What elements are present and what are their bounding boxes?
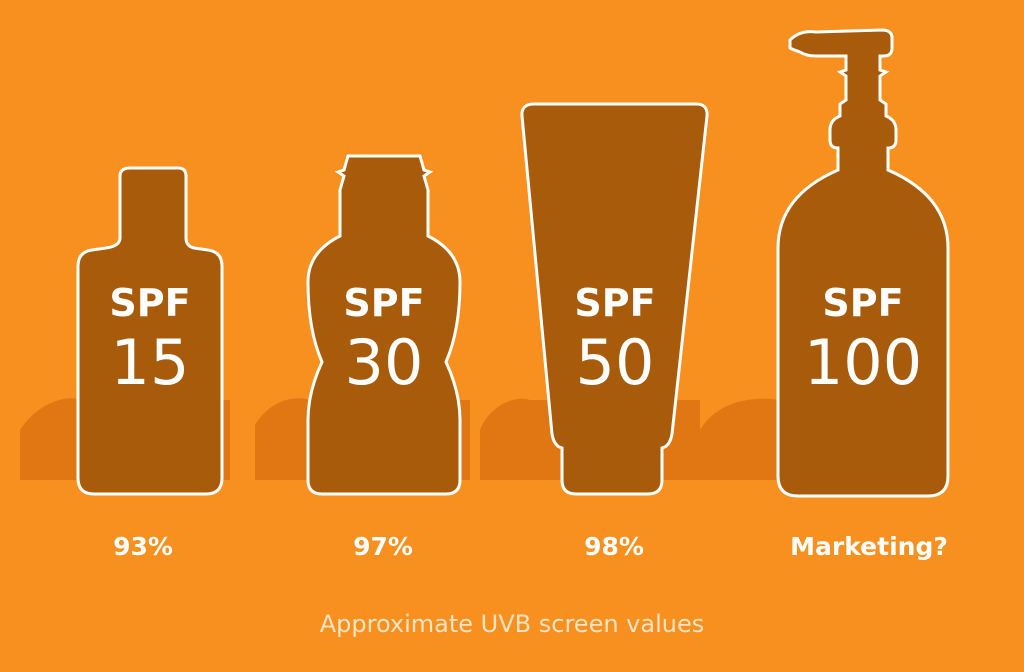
uvb-caption-4: Marketing? (790, 532, 948, 561)
spf-value-2: 30 (345, 326, 424, 399)
flask-bottle-icon (76, 166, 224, 496)
uvb-caption-1: 93% (113, 532, 173, 561)
uvb-caption-2: 97% (353, 532, 413, 561)
pump-bottle-icon (776, 28, 950, 498)
bottle-label-4: SPF 100 (804, 281, 922, 399)
uvb-caption-3: 98% (584, 532, 644, 561)
spf-label-2: SPF (343, 281, 424, 325)
footer-note: Approximate UVB screen values (319, 610, 705, 638)
spf-value-4: 100 (804, 326, 922, 399)
spf-label-3: SPF (574, 281, 655, 325)
bottle-label-3: SPF 50 (574, 281, 655, 399)
spf-label-4: SPF (822, 281, 903, 325)
squeeze-tube-icon (520, 102, 709, 496)
spf-label-1: SPF (109, 281, 190, 325)
spf-value-1: 15 (111, 326, 190, 399)
spf-value-3: 50 (576, 326, 655, 399)
bottle-label-1: SPF 15 (109, 281, 190, 399)
bottle-label-2: SPF 30 (343, 281, 424, 399)
flip-cap-bottle-icon (306, 154, 462, 496)
